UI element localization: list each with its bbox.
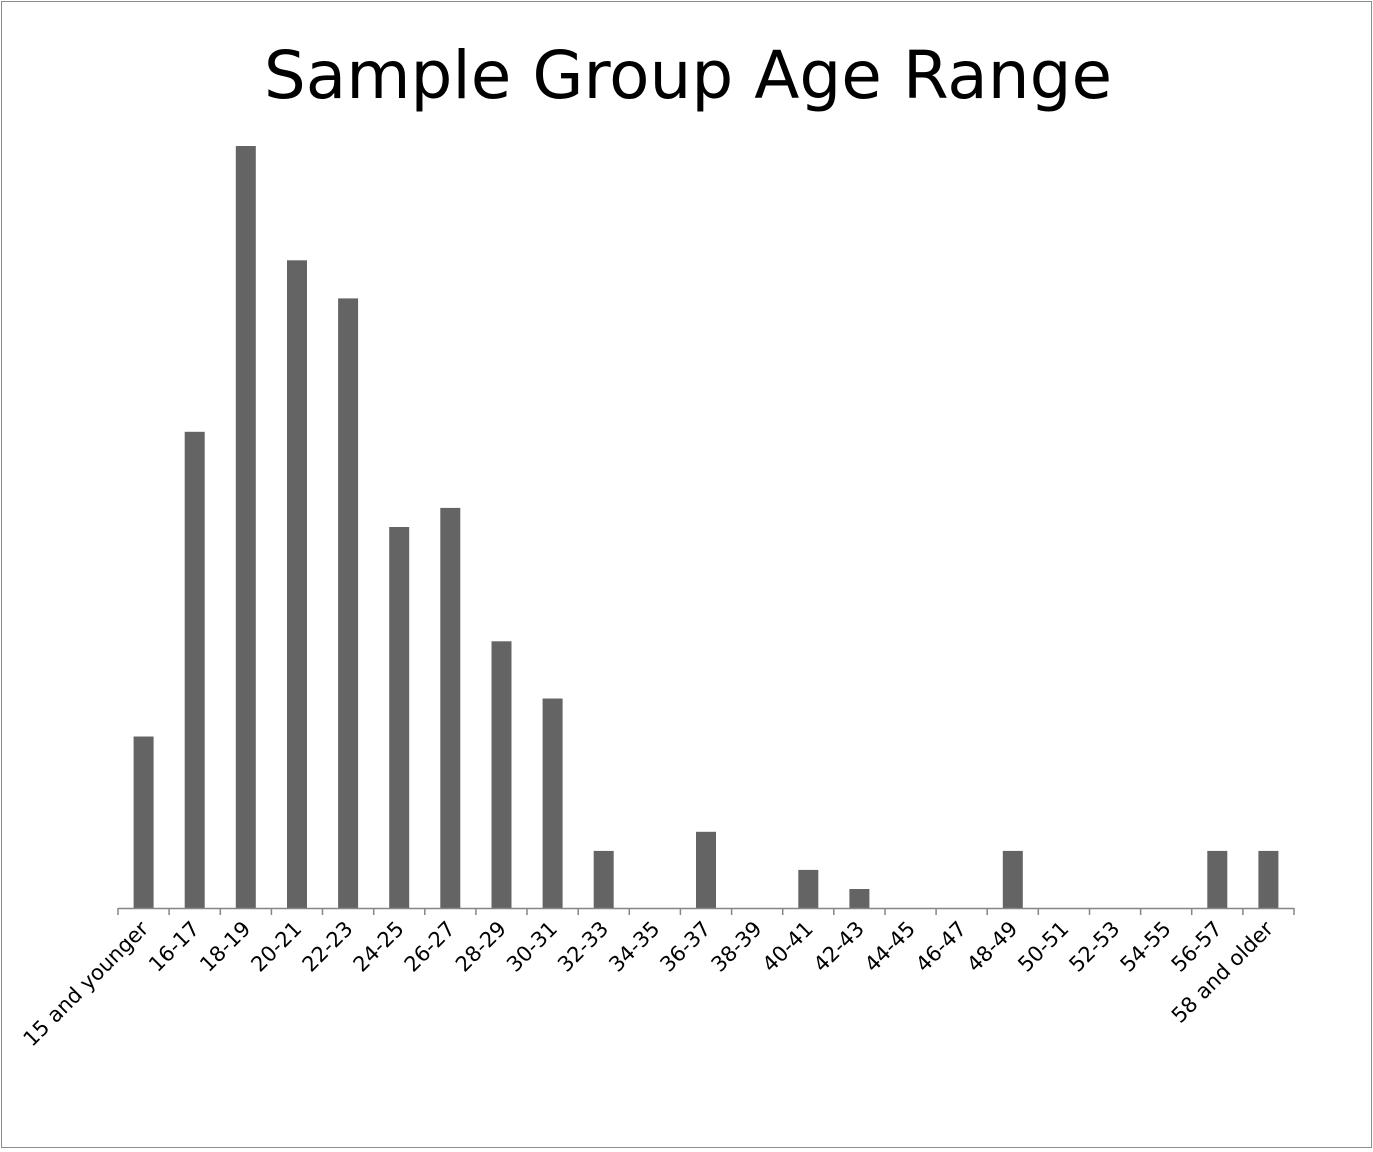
x-tick-label-20-21: 20-21: [246, 917, 306, 977]
x-tick-label-32-33: 32-33: [553, 917, 613, 977]
x-tick-label-50-51: 50-51: [1013, 917, 1073, 977]
bar-18-19: [235, 146, 256, 908]
x-tick-label-16-17: 16-17: [144, 917, 204, 977]
bar-28-29: [491, 641, 512, 908]
x-tick-label-44-45: 44-45: [860, 917, 920, 977]
bar-36-37: [696, 831, 716, 908]
bar-16-17: [184, 431, 205, 909]
bar-22-23: [338, 298, 359, 908]
x-axis: [117, 907, 1295, 915]
bar-30-31: [542, 698, 563, 909]
x-tick-labels: 15 and younger16-1718-1920-2122-2324-252…: [19, 916, 1279, 1051]
x-tick-label-40-41: 40-41: [758, 917, 818, 977]
chart-title: Sample Group Age Range: [264, 37, 1112, 114]
x-tick-label-36-37: 36-37: [655, 917, 715, 977]
x-tick-label-38-39: 38-39: [707, 917, 767, 977]
x-tick-label-22-23: 22-23: [298, 917, 358, 977]
bar-48-49: [1002, 850, 1023, 909]
bars-group: [133, 146, 1279, 909]
x-tick-label-30-31: 30-31: [502, 917, 562, 977]
x-tick-label-34-35: 34-35: [604, 917, 664, 977]
bar-42-43: [849, 889, 870, 909]
x-tick-label-52-53: 52-53: [1064, 917, 1124, 977]
bar-56-57: [1207, 850, 1228, 909]
x-tick-label-48-49: 48-49: [962, 917, 1022, 977]
bar-32-33: [593, 850, 614, 909]
x-tick-label-18-19: 18-19: [195, 917, 255, 977]
bar-24-25: [389, 527, 410, 908]
x-tick-label-24-25: 24-25: [349, 917, 409, 977]
bar-20-21: [287, 260, 307, 908]
bar-15-and-younger: [133, 736, 154, 908]
bar-26-27: [440, 507, 461, 908]
x-tick-label-28-29: 28-29: [451, 917, 511, 977]
x-tick-label-46-47: 46-47: [911, 917, 971, 977]
x-tick-label-42-43: 42-43: [809, 917, 869, 977]
bar-40-41: [798, 869, 819, 908]
x-tick-label-54-55: 54-55: [1116, 917, 1176, 977]
x-tick-label-15-and-younger: 15 and younger: [19, 916, 154, 1051]
bar-58-and-older: [1258, 850, 1279, 909]
x-tick-label-26-27: 26-27: [400, 917, 460, 977]
